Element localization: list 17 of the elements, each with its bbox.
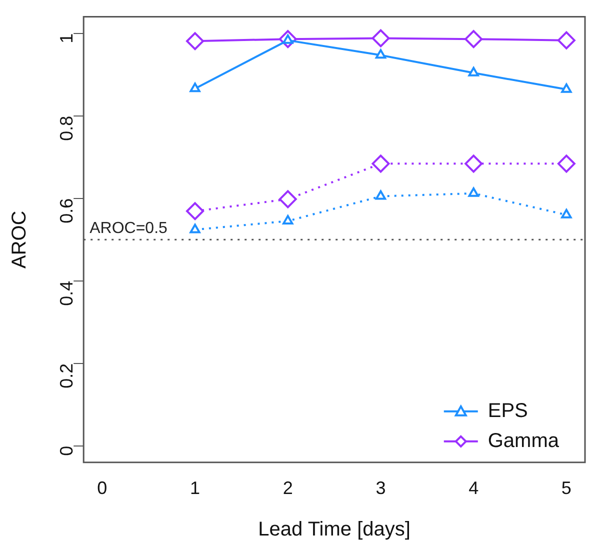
x-axis-title: Lead Time [days] — [258, 518, 410, 541]
x-tick-label: 2 — [282, 478, 293, 498]
ref-line-label: AROC=0.5 — [90, 220, 168, 238]
y-tick-label: 0.2 — [56, 363, 77, 388]
x-tick-label: 5 — [561, 478, 572, 498]
x-tick-label: 0 — [97, 478, 108, 498]
legend-label: EPS — [488, 400, 528, 422]
legend-label: Gamma — [488, 430, 560, 452]
x-tick-label: 3 — [376, 478, 386, 498]
y-tick-label: 0 — [56, 446, 77, 456]
y-axis-title: AROC — [8, 210, 31, 268]
y-tick-label: 0.6 — [56, 198, 77, 224]
x-tick-label: 4 — [468, 478, 479, 498]
y-tick-label: 0.8 — [56, 116, 77, 141]
y-tick-label: 1 — [56, 33, 77, 44]
x-tick-label: 1 — [190, 478, 200, 498]
y-tick-label: 0.4 — [56, 280, 77, 306]
